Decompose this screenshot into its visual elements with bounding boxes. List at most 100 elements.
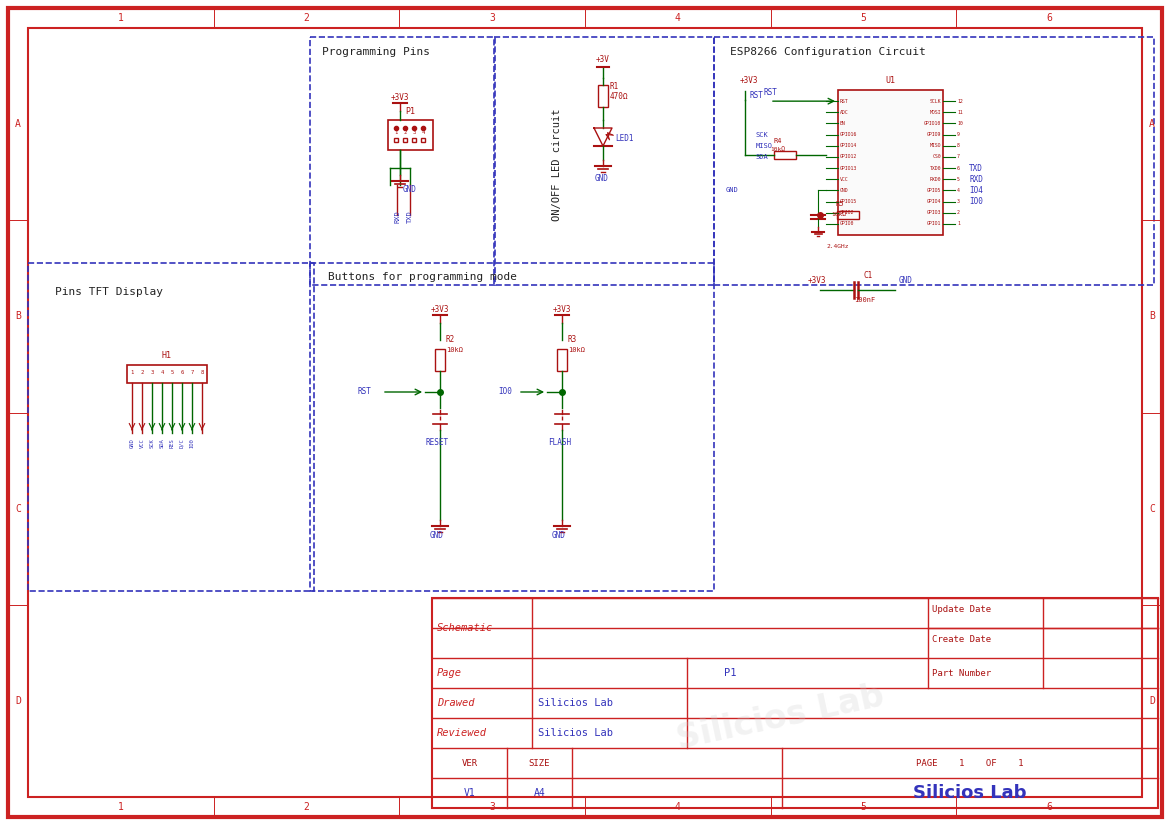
Text: P1: P1	[406, 107, 415, 116]
Bar	[310, 263, 714, 591]
Text: 8: 8	[200, 370, 204, 375]
Text: GND: GND	[431, 531, 443, 540]
Text: Drawed: Drawed	[438, 698, 475, 708]
Text: 470Ω: 470Ω	[610, 92, 628, 101]
Text: 1: 1	[957, 221, 959, 226]
Text: R4: R4	[775, 138, 783, 144]
Text: VER: VER	[461, 758, 477, 767]
Text: SIZE: SIZE	[529, 758, 550, 767]
Bar	[388, 120, 433, 150]
Text: 2.4GHz: 2.4GHz	[826, 244, 848, 249]
Text: 10kΩ: 10kΩ	[446, 347, 463, 353]
Text: 5: 5	[861, 802, 867, 812]
Text: 1: 1	[394, 130, 398, 135]
Text: IO0: IO0	[190, 438, 194, 448]
Text: V1: V1	[463, 788, 475, 798]
Text: R1: R1	[610, 82, 619, 91]
Text: RXD: RXD	[969, 175, 983, 184]
Text: A4: A4	[534, 788, 545, 798]
Text: GND: GND	[552, 531, 566, 540]
Text: MISO: MISO	[756, 143, 773, 148]
Text: VCC: VCC	[840, 177, 848, 182]
Text: A: A	[1149, 119, 1155, 130]
Text: 7: 7	[957, 154, 959, 159]
Text: GPIO4: GPIO4	[927, 199, 941, 204]
Text: 10: 10	[957, 121, 963, 126]
Text: U1: U1	[886, 76, 895, 85]
Text: H1: H1	[161, 351, 172, 360]
Text: 7: 7	[191, 370, 193, 375]
Bar	[838, 90, 943, 235]
Text: 9: 9	[957, 132, 959, 137]
Text: 2: 2	[140, 370, 144, 375]
Text: Silicios Lab: Silicios Lab	[538, 728, 613, 738]
Text: 2: 2	[303, 13, 309, 23]
Bar	[598, 85, 608, 107]
Text: 4: 4	[421, 130, 425, 135]
Text: GPIO2: GPIO2	[840, 210, 854, 215]
Text: Pins TFT Display: Pins TFT Display	[55, 287, 163, 297]
Text: GPIO5: GPIO5	[927, 188, 941, 193]
Text: GND: GND	[402, 185, 417, 194]
Text: RXD0: RXD0	[929, 177, 941, 182]
Text: 10kΩ: 10kΩ	[567, 347, 585, 353]
Text: 3: 3	[151, 370, 153, 375]
Text: ON/OFF LED circuit: ON/OFF LED circuit	[552, 109, 562, 221]
Text: 2: 2	[303, 802, 309, 812]
Text: RES: RES	[170, 438, 174, 448]
Text: Update Date: Update Date	[932, 606, 991, 615]
Text: GPIO14: GPIO14	[840, 144, 858, 148]
Text: 4: 4	[675, 802, 681, 812]
Text: 10kΩ: 10kΩ	[831, 212, 846, 217]
Text: 11: 11	[957, 110, 963, 115]
Text: IO0: IO0	[498, 388, 512, 397]
Text: SDA: SDA	[756, 154, 769, 160]
Text: EN: EN	[840, 121, 846, 126]
Text: 4: 4	[675, 13, 681, 23]
Text: 3: 3	[489, 13, 495, 23]
Text: GPIO16: GPIO16	[840, 132, 858, 137]
Text: 4: 4	[957, 188, 959, 193]
Bar	[432, 598, 1158, 808]
Bar	[494, 37, 714, 285]
Text: Page: Page	[438, 668, 462, 678]
Text: 5: 5	[957, 177, 959, 182]
Text: B: B	[15, 311, 21, 322]
Text: R5: R5	[837, 201, 845, 207]
Text: TXD0: TXD0	[929, 166, 941, 171]
Text: 6: 6	[1046, 13, 1052, 23]
Text: CS0: CS0	[932, 154, 941, 159]
Text: Schematic: Schematic	[438, 623, 494, 633]
Text: GPIO9: GPIO9	[927, 132, 941, 137]
Text: 2: 2	[957, 210, 959, 215]
Text: 10kΩ: 10kΩ	[770, 147, 785, 152]
Text: R2: R2	[446, 335, 455, 344]
Text: FLASH: FLASH	[548, 438, 571, 447]
Text: 6: 6	[180, 370, 184, 375]
Text: 5: 5	[861, 13, 867, 23]
Text: 1: 1	[118, 13, 124, 23]
Text: GPIO0: GPIO0	[840, 221, 854, 226]
Text: GND: GND	[840, 188, 848, 193]
Text: MISO: MISO	[929, 144, 941, 148]
Text: RESET: RESET	[426, 438, 449, 447]
Text: Part Number: Part Number	[932, 668, 991, 677]
Text: Create Date: Create Date	[932, 635, 991, 644]
Bar	[28, 263, 314, 591]
Text: RST: RST	[840, 99, 848, 104]
Text: +3V3: +3V3	[391, 93, 410, 102]
Text: ADC: ADC	[840, 110, 848, 115]
Text: Programming Pins: Programming Pins	[322, 47, 431, 57]
Text: GPIO1: GPIO1	[927, 221, 941, 226]
Bar	[837, 211, 859, 219]
Text: GND: GND	[596, 174, 608, 183]
Text: SCK: SCK	[756, 132, 769, 138]
Bar	[775, 151, 796, 159]
Text: 1: 1	[130, 370, 133, 375]
Text: Silicios Lab: Silicios Lab	[538, 698, 613, 708]
Text: 3: 3	[412, 130, 415, 135]
Text: GPIO10: GPIO10	[924, 121, 941, 126]
Text: VCC: VCC	[139, 438, 145, 448]
Text: 6: 6	[957, 166, 959, 171]
Text: +3V3: +3V3	[808, 276, 826, 285]
